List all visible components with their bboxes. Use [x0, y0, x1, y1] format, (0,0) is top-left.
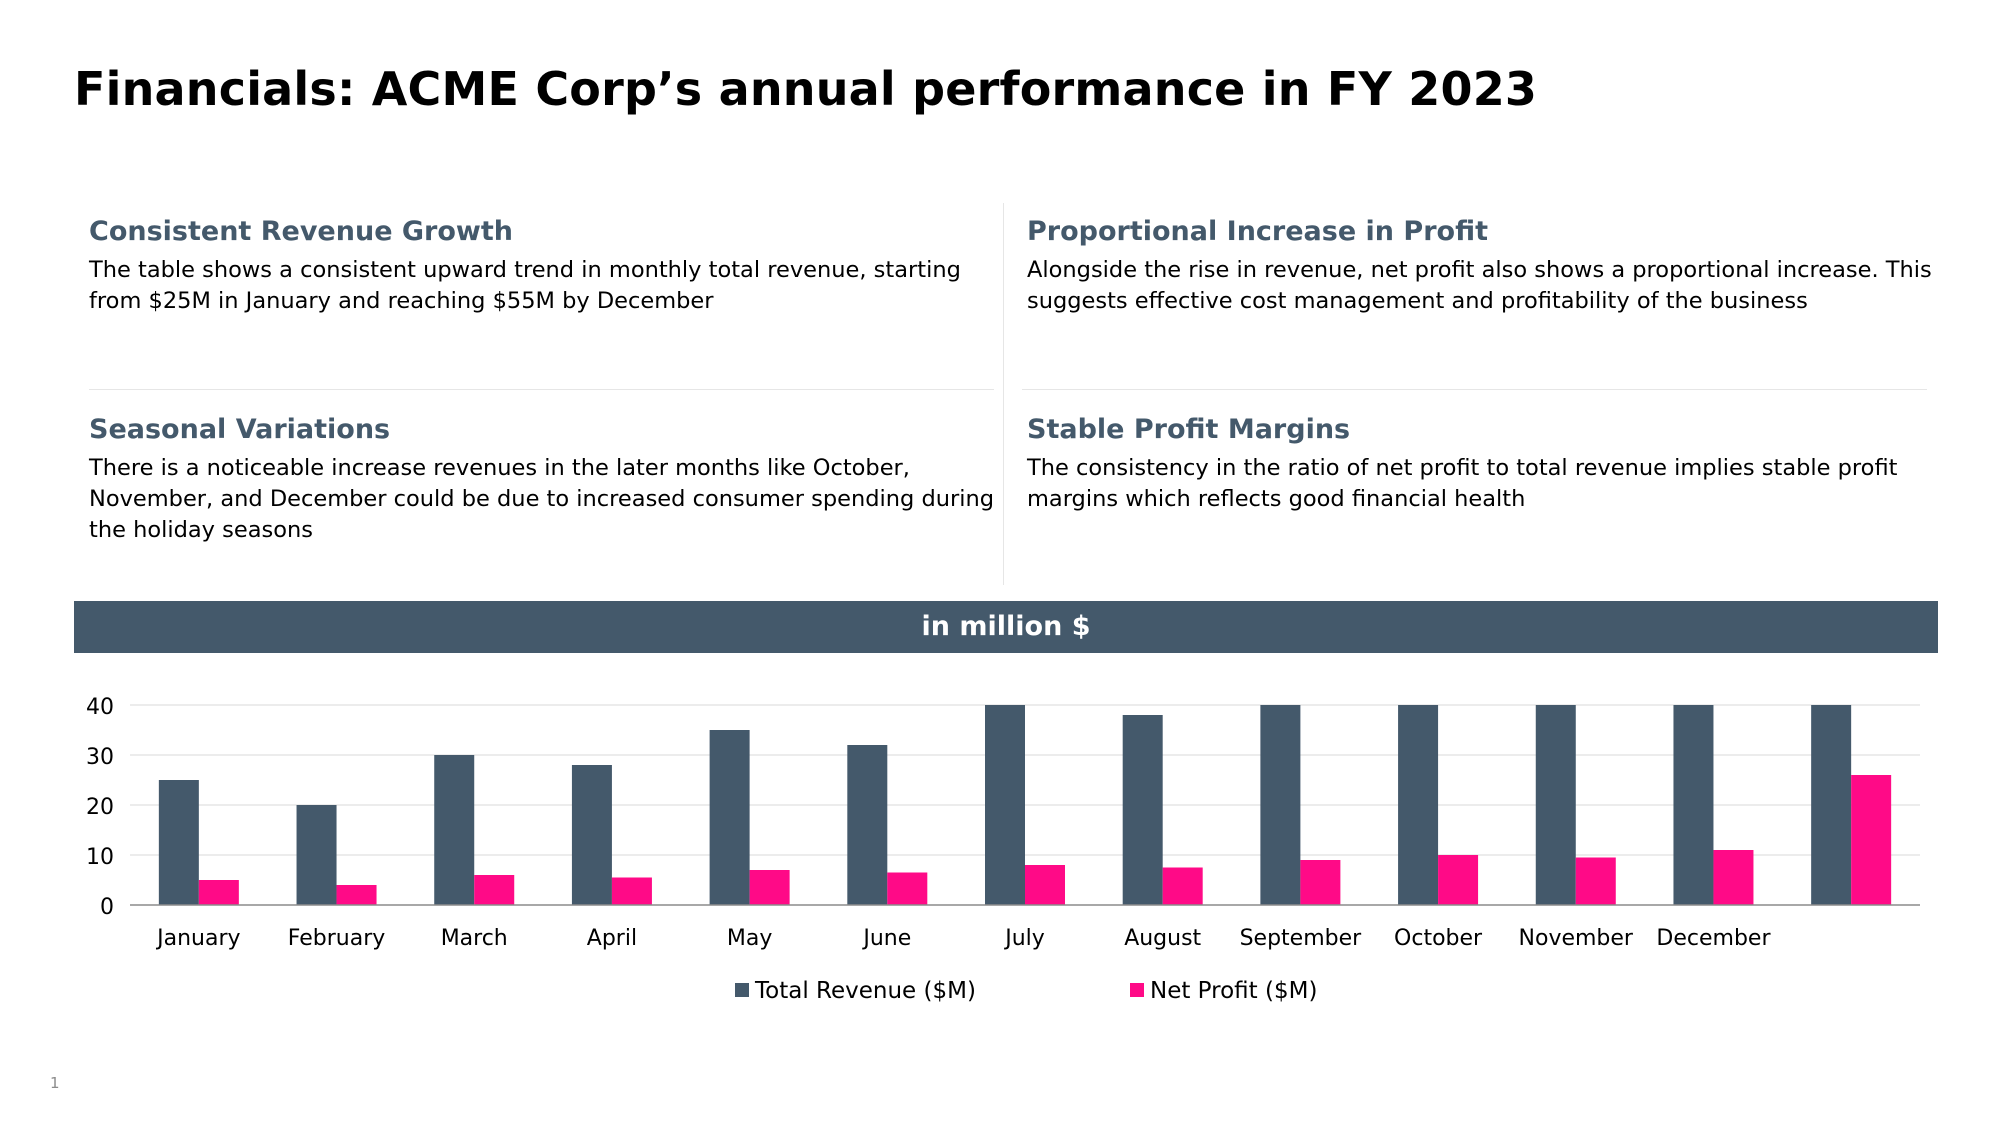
unit-band: in million $: [74, 601, 1938, 653]
x-tick-label: April: [587, 926, 637, 951]
profit-bar: [611, 877, 652, 905]
revenue-bar: [709, 730, 750, 905]
legend-swatch: [735, 983, 749, 997]
revenue-bar: [1122, 715, 1163, 905]
profit-bar: [1162, 867, 1203, 905]
page-number: 1: [50, 1074, 60, 1092]
insight-body: There is a noticeable increase revenues …: [89, 455, 995, 543]
y-tick-label: 10: [86, 845, 114, 870]
revenue-bar: [1673, 705, 1714, 905]
profit-bar: [1025, 865, 1065, 905]
revenue-bar: [847, 745, 888, 905]
insight-divider-horizontal: [1022, 389, 1927, 390]
insight-card: Consistent Revenue Growth The table show…: [89, 216, 1019, 317]
profit-bar: [749, 870, 790, 905]
x-tick-label: August: [1124, 926, 1201, 951]
x-tick-label: March: [441, 926, 508, 951]
insights-grid: Consistent Revenue Growth The table show…: [89, 203, 1957, 585]
insight-heading: Stable Profit Margins: [1027, 414, 1351, 445]
legend-label: Net Profit ($M): [1150, 978, 1317, 1004]
revenue-bar: [985, 705, 1025, 905]
profit-bar: [1438, 855, 1479, 905]
x-tick-label: December: [1656, 926, 1771, 951]
insight-card: Stable Profit Margins The consistency in…: [1027, 414, 1957, 515]
x-tick-label: July: [1003, 926, 1045, 951]
revenue-bar: [571, 765, 612, 905]
insight-card: Seasonal Variations There is a noticeabl…: [89, 414, 1019, 546]
insight-card: Proportional Increase in Profit Alongsid…: [1027, 216, 1957, 317]
profit-bar: [1300, 860, 1341, 905]
revenue-bar: [1811, 705, 1852, 905]
x-tick-label: February: [288, 926, 386, 951]
insight-heading: Proportional Increase in Profit: [1027, 216, 1489, 247]
insight-divider-horizontal: [89, 389, 994, 390]
revenue-bar: [158, 780, 199, 905]
legend-label: Total Revenue ($M): [754, 978, 976, 1004]
profit-bar: [1713, 850, 1754, 905]
revenue-bar: [434, 755, 475, 905]
profit-bar: [198, 880, 239, 905]
slide-title: Financials: ACME Corp’s annual performan…: [74, 62, 1538, 116]
y-tick-label: 40: [86, 695, 114, 720]
x-tick-label: October: [1394, 926, 1483, 951]
x-tick-label: November: [1519, 926, 1634, 951]
revenue-profit-bar-chart: 0 10 20 30 40 January February March April May Jun…: [86, 695, 1920, 1004]
profit-bar: [1851, 775, 1892, 905]
insight-body: The table shows a consistent upward tren…: [89, 257, 961, 314]
x-tick-label: June: [861, 926, 911, 951]
profit-bar: [887, 872, 928, 905]
insight-body: Alongside the rise in revenue, net profi…: [1027, 257, 1932, 314]
revenue-bar: [1398, 705, 1439, 905]
x-tick-label: September: [1240, 926, 1363, 951]
profit-bar: [1575, 857, 1616, 905]
y-tick-label: 0: [100, 895, 114, 920]
x-tick-label: May: [727, 926, 772, 951]
profit-bar: [336, 885, 377, 905]
x-tick-label: January: [155, 926, 240, 951]
profit-bar: [474, 875, 515, 905]
insight-heading: Seasonal Variations: [89, 414, 391, 445]
insight-body: The consistency in the ratio of net prof…: [1027, 455, 1898, 512]
revenue-bar: [1260, 705, 1301, 905]
y-tick-label: 20: [86, 795, 114, 820]
revenue-bar: [1535, 705, 1576, 905]
revenue-bar: [296, 805, 337, 905]
legend-swatch: [1130, 983, 1144, 997]
insight-heading: Consistent Revenue Growth: [89, 216, 513, 247]
insight-divider-vertical: [1003, 203, 1004, 585]
y-tick-label: 30: [86, 745, 114, 770]
